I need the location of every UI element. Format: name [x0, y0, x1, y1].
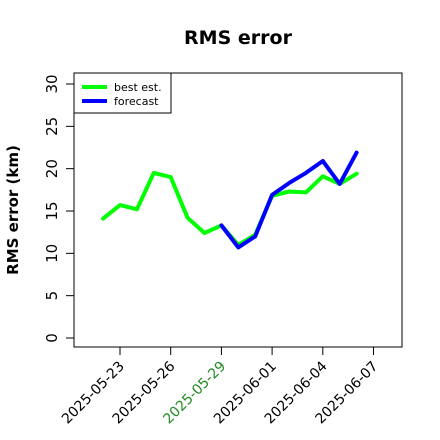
series-line-forecast — [219, 150, 359, 250]
y-axis-label: RMS error (km) — [4, 145, 22, 275]
x-axis: 2025-05-232025-05-262025-05-292025-06-01… — [59, 346, 381, 427]
y-tick-label: 10 — [43, 244, 61, 263]
y-axis: 0 5 10 15 20 25 30 — [43, 74, 75, 343]
legend: best est.forecast — [73, 72, 172, 114]
legend-label: forecast — [114, 95, 159, 108]
y-tick-label: 5 — [43, 291, 61, 301]
y-tick-label: 30 — [43, 74, 61, 93]
plot-area — [73, 72, 403, 348]
y-tick-label: 15 — [43, 201, 61, 220]
y-tick-label: 0 — [43, 333, 61, 343]
chart-title: RMS error — [184, 27, 293, 49]
legend-box — [73, 72, 172, 114]
legend-label: best est. — [114, 81, 162, 94]
y-tick-label: 25 — [43, 117, 61, 136]
y-tick-label: 20 — [43, 159, 61, 178]
series-lines — [101, 150, 359, 250]
